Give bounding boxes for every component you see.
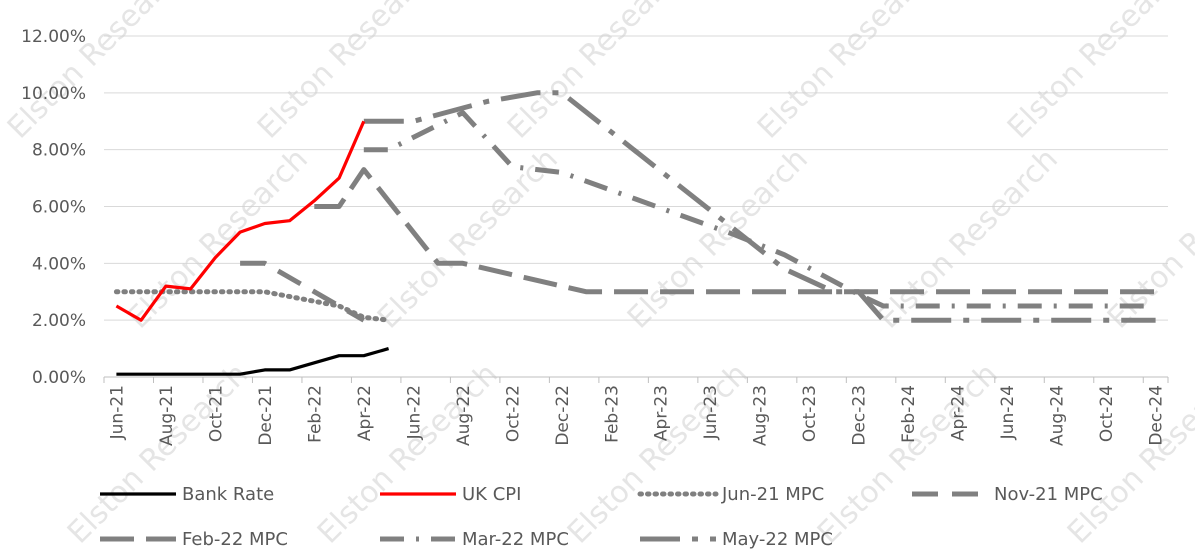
legend-label-feb-22-mpc: Feb-22 MPC bbox=[182, 529, 288, 550]
y-tick-label: 10.00% bbox=[21, 84, 86, 104]
series-line-uk-cpi bbox=[115, 120, 366, 322]
x-axis: Jun-21 Aug-21 Oct-21 Dec-21 Feb-22 Apr-22 Jun-… bbox=[103, 376, 1169, 446]
x-tick-label: Apr-22 bbox=[355, 385, 375, 441]
y-tick-label: 8.00% bbox=[32, 141, 86, 161]
legend-label-uk-cpi: UK CPI bbox=[462, 484, 521, 505]
x-tick-label: Jun-24 bbox=[998, 385, 1018, 440]
x-tick-label: Aug-21 bbox=[157, 385, 177, 446]
watermark-text: Elston Research bbox=[1061, 357, 1195, 551]
series-line-jun-21-mpc bbox=[113, 289, 392, 323]
series-lines bbox=[113, 90, 1156, 376]
x-tick-label: Dec-21 bbox=[256, 385, 276, 446]
x-tick-label: Feb-23 bbox=[602, 385, 622, 443]
watermark-text: Elston Research bbox=[621, 142, 815, 336]
legend-label-mar-22-mpc: Mar-22 MPC bbox=[462, 529, 569, 550]
x-tick-label: Oct-22 bbox=[503, 385, 523, 442]
x-tick-label: Feb-22 bbox=[305, 385, 325, 443]
x-tick-label: Aug-23 bbox=[751, 385, 771, 446]
series-line-may-22-mpc bbox=[363, 90, 1156, 323]
x-tick-label: Oct-24 bbox=[1097, 385, 1117, 442]
series-line-mar-22-mpc bbox=[363, 110, 1156, 309]
watermark-text: Elston Research bbox=[251, 0, 445, 146]
watermark-text: Elston Research bbox=[1001, 0, 1195, 146]
y-tick-label: 6.00% bbox=[32, 198, 86, 218]
series-line-feb-22-mpc bbox=[314, 167, 1156, 295]
y-tick-label: 2.00% bbox=[32, 311, 86, 331]
watermark-text: Elston Research bbox=[1101, 142, 1195, 336]
y-tick-label: 4.00% bbox=[32, 254, 86, 274]
x-tick-label: Dec-23 bbox=[850, 385, 870, 446]
x-tick-label: Feb-24 bbox=[899, 385, 919, 443]
legend-label-may-22-mpc: May-22 MPC bbox=[722, 529, 833, 550]
x-tick-label: Oct-23 bbox=[800, 385, 820, 442]
x-tick-label: Aug-24 bbox=[1048, 385, 1068, 446]
y-axis: 0.00% 2.00% 4.00% 6.00% 8.00% 10.00% 12.00% bbox=[21, 27, 86, 388]
y-tick-label: 0.00% bbox=[32, 368, 86, 388]
x-tick-label: Jun-23 bbox=[701, 385, 721, 440]
x-tick-label: Aug-22 bbox=[454, 385, 474, 446]
x-tick-label: Apr-23 bbox=[652, 385, 672, 441]
x-tick-label: Dec-24 bbox=[1147, 385, 1167, 446]
legend-label-bank-rate: Bank Rate bbox=[182, 484, 274, 505]
x-tick-label: Apr-24 bbox=[949, 385, 969, 441]
watermark-text: Elston Research bbox=[751, 0, 945, 146]
x-tick-label: Dec-22 bbox=[553, 385, 573, 446]
x-tick-label: Jun-21 bbox=[107, 385, 127, 440]
legend: Bank Rate UK CPI Jun-21 MPC Nov-21 MPC Feb-2… bbox=[100, 484, 1103, 550]
x-tick-label: Oct-21 bbox=[206, 385, 226, 442]
legend-label-jun-21-mpc: Jun-21 MPC bbox=[721, 484, 824, 505]
watermark-text: Elston Research bbox=[1, 0, 195, 146]
legend-label-nov-21-mpc: Nov-21 MPC bbox=[994, 484, 1103, 505]
series-line-bank-rate bbox=[116, 347, 390, 376]
y-tick-label: 12.00% bbox=[21, 27, 86, 47]
x-tick-label: Jun-22 bbox=[404, 385, 424, 440]
